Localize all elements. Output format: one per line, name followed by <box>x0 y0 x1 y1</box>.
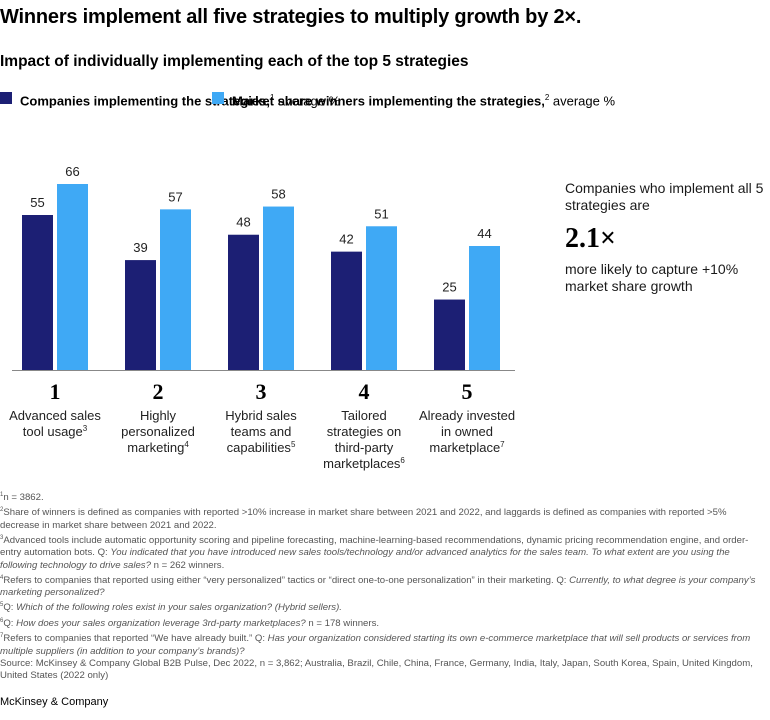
legend-item-winners: Market share winners implementing the st… <box>212 90 615 109</box>
strategy-label-4-line-2: strategies on <box>327 424 401 439</box>
footnote-4: 4Refers to companies that reported using… <box>0 574 756 599</box>
data-label-companies-2: 39 <box>133 240 147 255</box>
bar-companies-3 <box>228 234 259 370</box>
bar-winners-3 <box>263 206 294 370</box>
legend-label-companies: Companies implementing the strategies,1 … <box>20 93 341 109</box>
callout-outro: more likely to capture +10% market share… <box>565 261 739 294</box>
bar-winners-1 <box>57 184 88 370</box>
bar-companies-1 <box>22 215 53 370</box>
strategy-number-4: 4 <box>359 379 370 404</box>
strategy-label-5-line-1: Already invested <box>419 408 515 423</box>
bar-companies-2 <box>125 260 156 370</box>
data-label-winners-4: 51 <box>374 206 388 221</box>
strategy-number-1: 1 <box>50 379 61 404</box>
strategy-label-2-line-1: Highly <box>140 408 177 423</box>
callout-multiplier: 2.1× <box>565 223 616 254</box>
strategy-label-3-line-2: teams and <box>231 424 292 439</box>
strategy-label-4-line-1: Tailored <box>341 408 387 423</box>
footnote-6: 6Q: How does your sales organization lev… <box>0 617 380 629</box>
callout-intro: Companies who implement all 5 strategies… <box>565 180 764 213</box>
strategy-number-2: 2 <box>153 379 164 404</box>
data-label-companies-1: 55 <box>30 195 44 210</box>
legend-label-winners: Market share winners implementing the st… <box>232 93 616 109</box>
footnote-7: 7Refers to companies that reported “We h… <box>0 633 751 657</box>
strategy-label-1-line-2: tool usage3 <box>23 424 88 439</box>
footnote-3: 3Advanced tools include automatic opport… <box>0 534 749 571</box>
legend-item-companies: Companies implementing the strategies,1 … <box>0 90 340 109</box>
strategy-number-5: 5 <box>462 379 473 404</box>
legend-swatch-winners <box>212 92 224 104</box>
footnote-2: 2Share of winners is defined as companie… <box>0 507 727 531</box>
strategy-label-4-line-4: marketplaces6 <box>323 456 405 471</box>
strategy-label-4-line-3: third-party <box>335 440 394 455</box>
data-label-companies-5: 25 <box>442 280 456 295</box>
strategy-label-1-line-1: Advanced sales <box>9 408 101 423</box>
strategy-label-5-line-3: marketplace7 <box>429 440 505 455</box>
footnote-5: 5Q: Which of the following roles exist i… <box>0 602 342 614</box>
strategy-label-3-line-1: Hybrid sales <box>225 408 297 423</box>
bar-winners-2 <box>160 209 191 370</box>
chart-title: Winners implement all five strategies to… <box>0 6 582 28</box>
bar-winners-4 <box>366 226 397 370</box>
mckinsey-logo: McKinsey & Company <box>0 696 109 708</box>
strategy-label-2-line-3: marketing4 <box>127 440 189 455</box>
strategy-number-3: 3 <box>256 379 267 404</box>
footnotes: 1n = 3862. 2Share of winners is defined a… <box>0 489 765 682</box>
bar-companies-4 <box>331 251 362 370</box>
data-label-companies-4: 42 <box>339 232 353 247</box>
data-label-companies-3: 48 <box>236 215 250 230</box>
strategy-label-2-line-2: personalized <box>121 424 195 439</box>
callout-panel: Companies who implement all 5 strategies… <box>565 180 765 295</box>
data-label-winners-2: 57 <box>168 189 182 204</box>
footnote-8: Source: McKinsey & Company Global B2B Pu… <box>0 657 753 681</box>
data-label-winners-5: 44 <box>477 226 491 241</box>
strategy-label-3-line-3: capabilities5 <box>227 440 296 455</box>
bar-winners-5 <box>469 246 500 370</box>
data-label-winners-3: 58 <box>271 187 285 202</box>
footnote-1: 1n = 3862. <box>0 492 44 504</box>
data-label-winners-1: 66 <box>65 164 79 179</box>
strategy-label-5-line-2: in owned <box>441 424 493 439</box>
bar-companies-5 <box>434 299 465 370</box>
legend-swatch-companies <box>0 92 12 104</box>
chart-subtitle: Impact of individually implementing each… <box>0 53 469 70</box>
